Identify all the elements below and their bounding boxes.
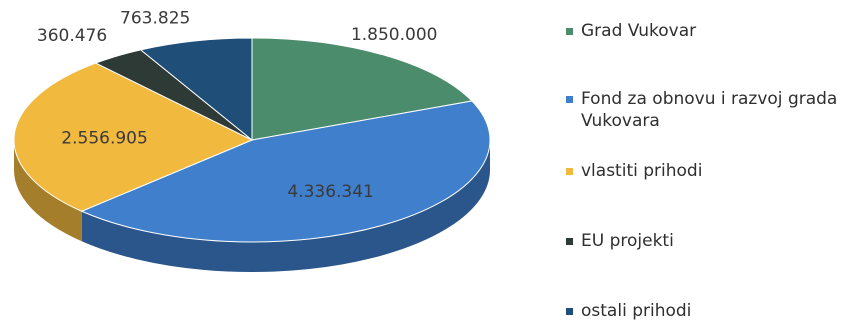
legend-swatch bbox=[566, 238, 573, 245]
legend-item: Fond za obnovu i razvoj grada Vukovara bbox=[566, 88, 841, 132]
legend: Grad Vukovar Fond za obnovu i razvoj grad… bbox=[566, 0, 866, 326]
data-label: 763.825 bbox=[120, 9, 190, 29]
pie-slice bbox=[139, 37, 253, 142]
legend-item: Grad Vukovar bbox=[566, 20, 841, 42]
legend-item: EU projekti bbox=[566, 230, 841, 252]
pie-slices bbox=[13, 37, 491, 243]
pie-sides bbox=[14, 140, 490, 273]
legend-swatch bbox=[566, 308, 573, 315]
legend-label: ostali prihodi bbox=[581, 301, 692, 321]
data-label: 1.850.000 bbox=[351, 25, 438, 45]
legend-item: ostali prihodi bbox=[566, 300, 841, 322]
legend-swatch bbox=[566, 96, 573, 103]
pie-slice bbox=[13, 62, 254, 212]
legend-label: Grad Vukovar bbox=[581, 21, 697, 41]
data-label: 360.476 bbox=[37, 26, 107, 46]
legend-label: Fond za obnovu i razvoj grada Vukovara bbox=[581, 89, 838, 131]
slice-side bbox=[14, 140, 82, 242]
pie-slice bbox=[80, 100, 491, 243]
pie-slice bbox=[251, 37, 473, 141]
data-labels: 1.850.000 4.336.341 2.556.905 360.476 763.82… bbox=[37, 9, 438, 203]
pie-chart: 1.850.000 4.336.341 2.556.905 360.476 763.82… bbox=[13, 9, 491, 273]
data-label: 2.556.905 bbox=[61, 129, 148, 149]
data-label: 4.336.341 bbox=[287, 182, 374, 202]
slice-side bbox=[81, 140, 490, 273]
legend-item: vlastiti prihodi bbox=[566, 160, 841, 182]
legend-swatch bbox=[566, 28, 573, 35]
legend-swatch bbox=[566, 168, 573, 175]
legend-label: vlastiti prihodi bbox=[581, 161, 703, 181]
legend-label: EU projekti bbox=[581, 231, 674, 251]
